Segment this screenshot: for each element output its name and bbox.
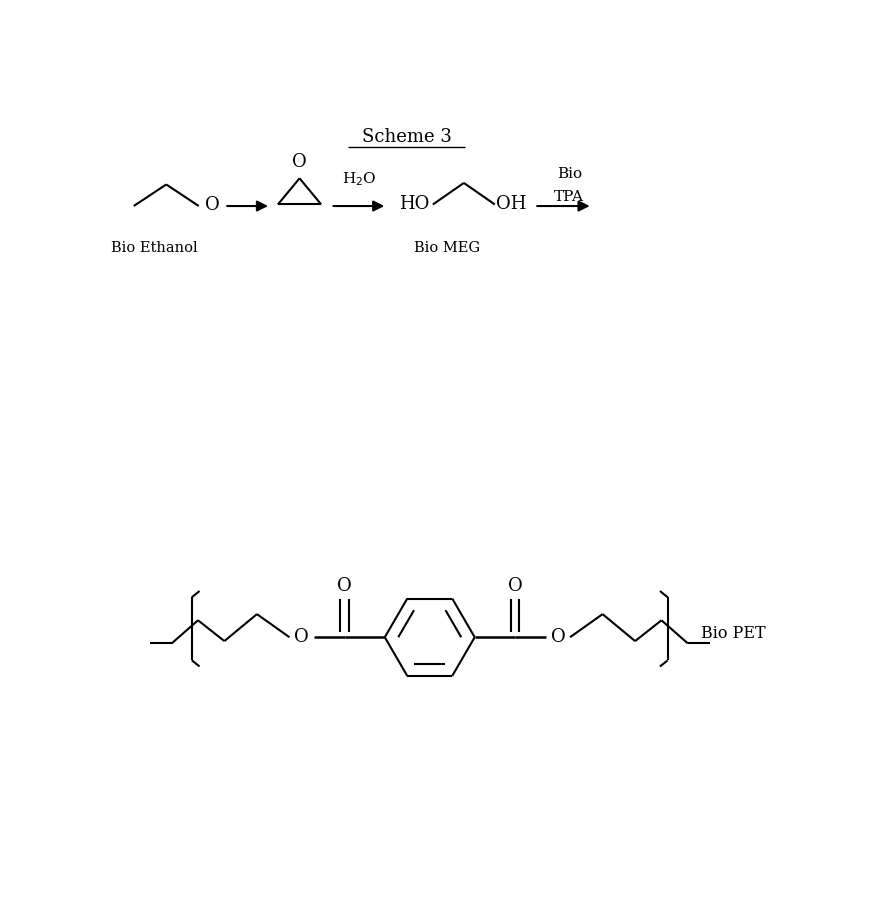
Text: Bio Ethanol: Bio Ethanol — [111, 242, 198, 255]
Text: O: O — [205, 197, 220, 215]
Text: H$_2$O: H$_2$O — [341, 170, 376, 188]
Text: O: O — [292, 153, 307, 171]
Text: OH: OH — [495, 195, 526, 213]
Text: TPA: TPA — [555, 189, 584, 204]
Text: Scheme 3: Scheme 3 — [362, 128, 452, 146]
Text: O: O — [508, 576, 522, 594]
Text: Bio PET: Bio PET — [701, 625, 765, 642]
Text: HO: HO — [399, 195, 429, 213]
Text: O: O — [337, 576, 352, 594]
Text: O: O — [551, 628, 565, 646]
Text: Bio MEG: Bio MEG — [414, 242, 480, 255]
Text: Bio: Bio — [556, 167, 582, 180]
Text: O: O — [294, 628, 309, 646]
